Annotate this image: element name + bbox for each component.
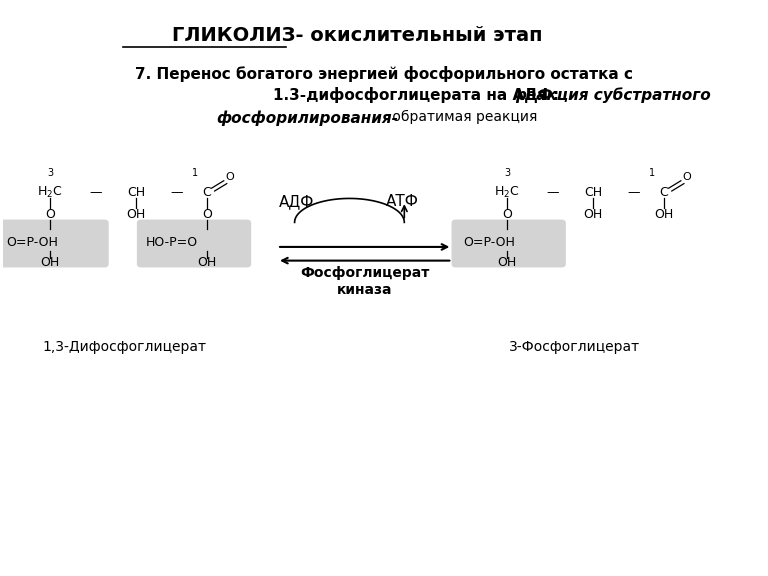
Text: O: O bbox=[683, 172, 691, 182]
Text: 1: 1 bbox=[192, 168, 198, 179]
Text: Фосфоглицерат
киназа: Фосфоглицерат киназа bbox=[300, 266, 429, 297]
Text: 3: 3 bbox=[504, 168, 510, 179]
Text: O: O bbox=[202, 209, 212, 222]
Text: —: — bbox=[627, 185, 640, 199]
Text: —: — bbox=[547, 185, 559, 199]
Text: OH: OH bbox=[127, 209, 146, 222]
Text: фосфорилирования-: фосфорилирования- bbox=[216, 110, 398, 126]
Text: АДФ: АДФ bbox=[279, 194, 314, 209]
Text: H$_2$C: H$_2$C bbox=[495, 185, 520, 200]
Text: реакция субстратного: реакция субстратного bbox=[515, 87, 710, 103]
Text: CH: CH bbox=[127, 185, 145, 199]
Text: ГЛИКОЛИЗ- окислительный этап: ГЛИКОЛИЗ- окислительный этап bbox=[172, 25, 542, 44]
Text: —: — bbox=[170, 185, 183, 199]
Text: 1,3-Дифосфоглицерат: 1,3-Дифосфоглицерат bbox=[43, 340, 207, 354]
Text: C: C bbox=[203, 185, 211, 199]
Text: 1.3-дифосфоглицерата на АДФ:: 1.3-дифосфоглицерата на АДФ: bbox=[273, 87, 564, 103]
FancyBboxPatch shape bbox=[452, 219, 566, 267]
Text: C: C bbox=[660, 185, 668, 199]
Text: обратимая реакция: обратимая реакция bbox=[388, 110, 537, 124]
Text: —: — bbox=[90, 185, 102, 199]
Text: 1: 1 bbox=[649, 168, 655, 179]
Text: OH: OH bbox=[197, 256, 217, 270]
Text: 3-Фосфоглицерат: 3-Фосфоглицерат bbox=[508, 340, 640, 354]
Text: O: O bbox=[45, 209, 55, 222]
Text: HO-P=O: HO-P=O bbox=[146, 236, 198, 249]
Text: АТФ: АТФ bbox=[386, 194, 419, 209]
Text: 7. Перенос богатого энергией фосфорильного остатка с: 7. Перенос богатого энергией фосфорильно… bbox=[134, 66, 633, 82]
Text: OH: OH bbox=[654, 209, 674, 222]
Text: H$_2$C: H$_2$C bbox=[37, 185, 63, 200]
Text: CH: CH bbox=[584, 185, 602, 199]
Text: OH: OH bbox=[41, 256, 60, 270]
Text: O=P-OH: O=P-OH bbox=[464, 236, 515, 249]
Text: O: O bbox=[226, 172, 234, 182]
FancyBboxPatch shape bbox=[137, 219, 251, 267]
Text: O=P-OH: O=P-OH bbox=[7, 236, 58, 249]
Text: OH: OH bbox=[584, 209, 603, 222]
Text: 3: 3 bbox=[47, 168, 53, 179]
Text: OH: OH bbox=[498, 256, 517, 270]
Text: O: O bbox=[502, 209, 512, 222]
FancyBboxPatch shape bbox=[0, 219, 109, 267]
